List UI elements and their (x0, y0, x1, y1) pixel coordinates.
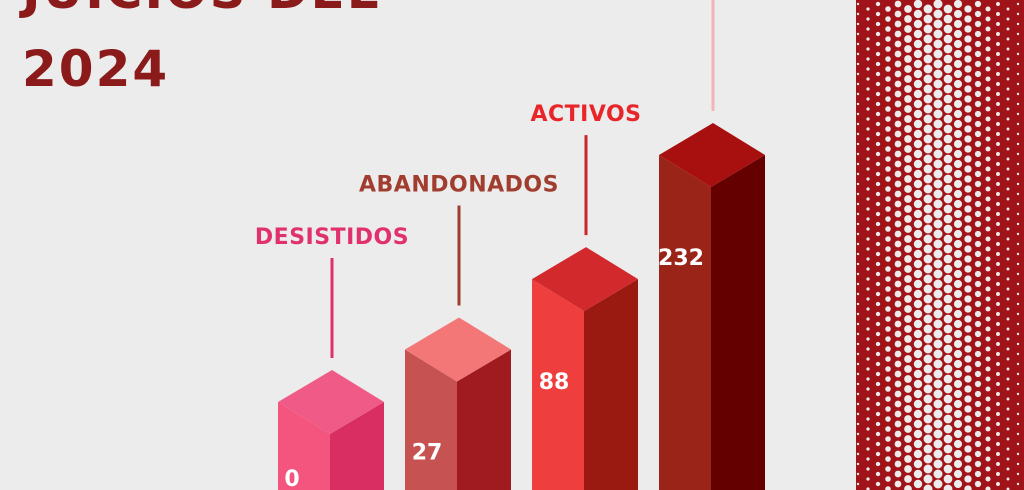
bar-value-label: 232 (658, 246, 704, 271)
bar-side-face (711, 155, 765, 490)
chart-bar (659, 123, 765, 490)
bar-top-face (659, 123, 765, 187)
bar-front-face (532, 279, 584, 490)
pattern-dots (856, 0, 1020, 490)
chart-bar (532, 247, 638, 490)
bar-side-face (330, 402, 384, 490)
halftone-pattern (856, 0, 1024, 490)
bar-front-face (405, 349, 457, 490)
title-line-1: JUICIOS DEL (22, 0, 381, 20)
bar-top-face (278, 370, 384, 434)
category-label: ACTIVOS (530, 102, 641, 127)
bar-top-face (405, 317, 511, 382)
bar-front-face (659, 155, 711, 490)
title-line-2: 2024 (22, 40, 170, 98)
bar-side-face (457, 349, 511, 490)
category-label: ABANDONADOS (359, 173, 559, 198)
bar-top-face (532, 247, 638, 312)
chart-bar (278, 370, 384, 490)
bar-value-label: 0 (284, 467, 299, 490)
chart-bar (405, 317, 511, 490)
bars-group: 0 DESISTIDOS 27 ABANDONADOS 88 ACTIVOS 232 (255, 0, 765, 490)
bar-value-label: 88 (539, 370, 570, 395)
bar-side-face (584, 279, 638, 490)
category-label: DESISTIDOS (255, 225, 409, 250)
bar-value-label: 27 (412, 441, 443, 466)
bar-front-face (278, 402, 330, 490)
